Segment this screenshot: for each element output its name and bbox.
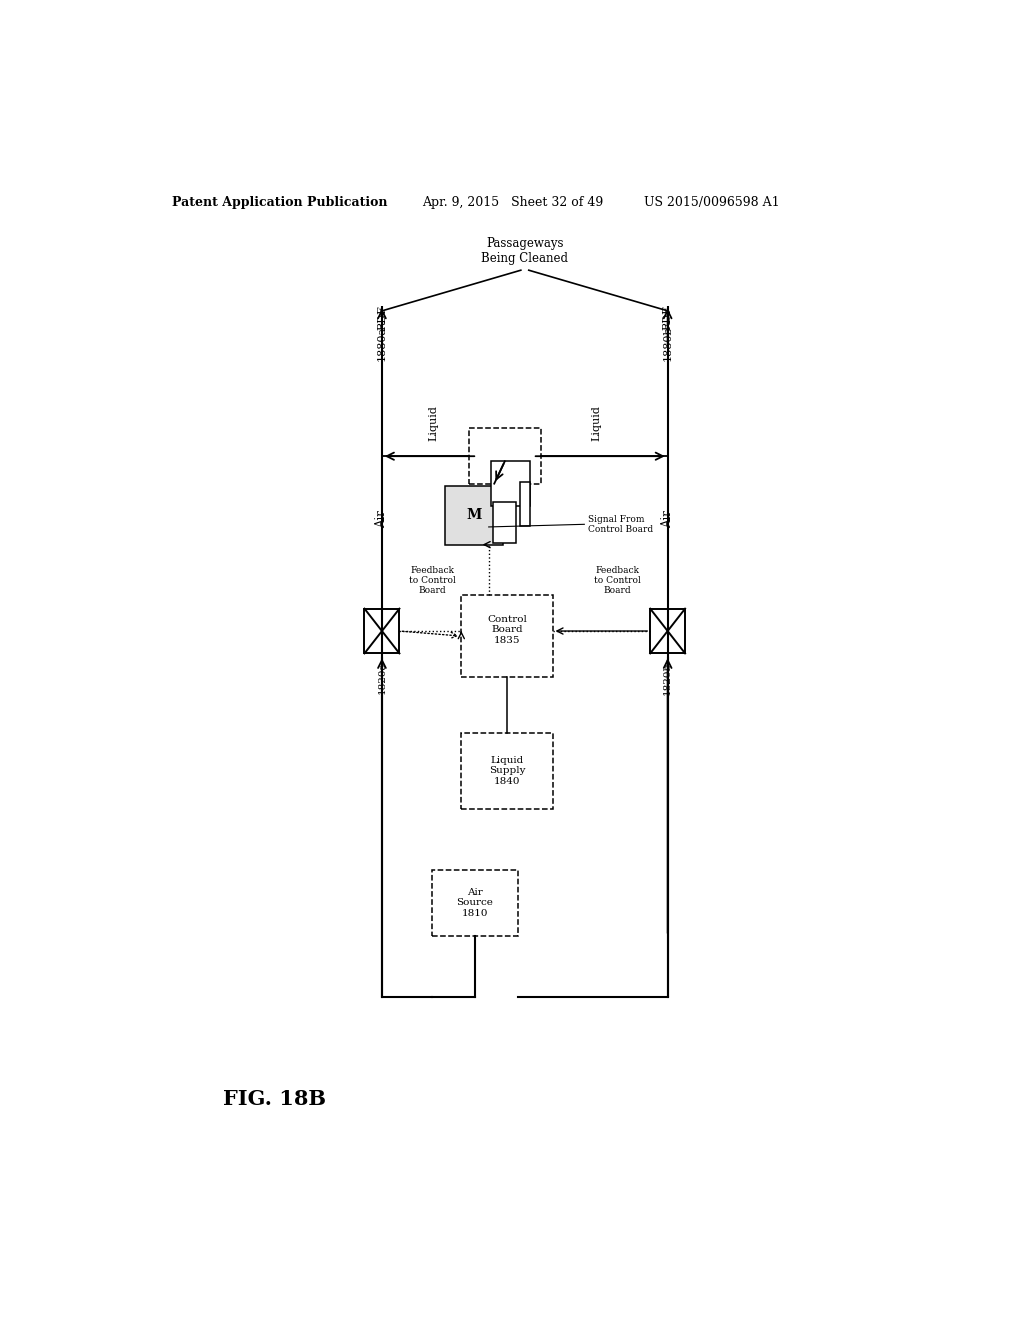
Text: FIG. 18B: FIG. 18B	[223, 1089, 327, 1109]
Text: 1820a: 1820a	[378, 661, 386, 694]
Text: M: M	[466, 508, 481, 523]
Text: Air: Air	[662, 511, 674, 528]
Text: Patent Application Publication: Patent Application Publication	[172, 195, 387, 209]
Bar	[492, 461, 529, 506]
Bar	[461, 595, 553, 677]
Text: Air
Source
1810: Air Source 1810	[457, 888, 494, 917]
Text: Feedback
to Control
Board: Feedback to Control Board	[594, 566, 641, 595]
Text: Control
Board
1835: Control Board 1835	[487, 615, 527, 644]
Text: US 2015/0096598 A1: US 2015/0096598 A1	[644, 195, 779, 209]
Bar	[520, 482, 529, 527]
Text: Feedback
to Control
Board: Feedback to Control Board	[409, 566, 456, 595]
Bar	[365, 609, 399, 653]
Bar	[469, 428, 541, 483]
Text: Apr. 9, 2015   Sheet 32 of 49: Apr. 9, 2015 Sheet 32 of 49	[422, 195, 603, 209]
Bar	[650, 609, 685, 653]
Text: Liquid: Liquid	[591, 405, 601, 441]
Text: 1820b: 1820b	[664, 661, 672, 694]
Text: RDF: RDF	[377, 305, 387, 330]
Text: Liquid: Liquid	[428, 405, 438, 441]
Bar	[445, 486, 503, 545]
Text: Air: Air	[376, 511, 388, 528]
Bar	[494, 502, 516, 543]
Text: 1880b: 1880b	[663, 326, 673, 362]
Text: Liquid
Supply
1840: Liquid Supply 1840	[488, 756, 525, 785]
Text: Signal From
Control Board: Signal From Control Board	[588, 515, 653, 535]
Bar	[461, 733, 553, 809]
Text: Passageways
Being Cleaned: Passageways Being Cleaned	[481, 238, 568, 265]
Text: RDF: RDF	[663, 305, 673, 330]
Bar	[432, 870, 518, 936]
Text: 1880a: 1880a	[377, 326, 387, 360]
